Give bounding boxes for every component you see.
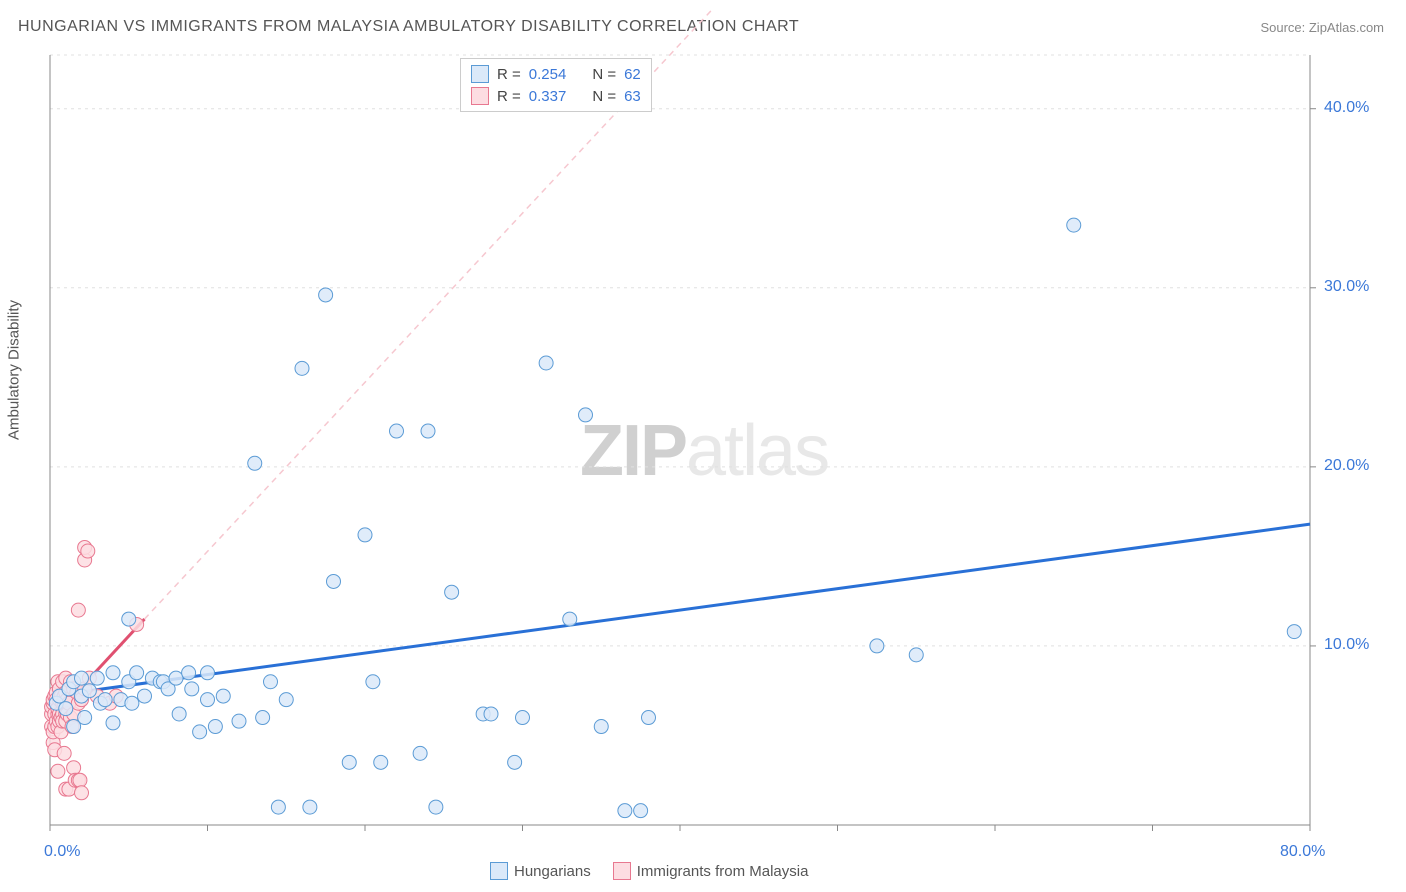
r-label: R = [497,66,521,83]
legend-item-malaysia: Immigrants from Malaysia [613,862,809,880]
scatter-plot [0,0,1406,892]
swatch-pink-icon [613,862,631,880]
legend-correlation: R = 0.254 N = 62 R = 0.337 N = 63 [460,58,652,112]
n-value: 63 [624,88,641,105]
x-tick-label: 0.0% [44,843,80,861]
legend-row-blue: R = 0.254 N = 62 [471,63,641,85]
swatch-blue-icon [471,65,489,83]
legend-item-hungarians: Hungarians [490,862,591,880]
y-tick-label: 30.0% [1324,278,1369,296]
chart-container: HUNGARIAN VS IMMIGRANTS FROM MALAYSIA AM… [0,0,1406,892]
legend-label: Immigrants from Malaysia [637,863,809,880]
legend-series: Hungarians Immigrants from Malaysia [490,862,808,880]
r-value: 0.337 [529,88,567,105]
swatch-pink-icon [471,87,489,105]
swatch-blue-icon [490,862,508,880]
n-label: N = [592,88,616,105]
r-label: R = [497,88,521,105]
r-value: 0.254 [529,66,567,83]
y-tick-label: 10.0% [1324,636,1369,654]
y-tick-label: 40.0% [1324,99,1369,117]
x-tick-label: 80.0% [1280,843,1325,861]
n-value: 62 [624,66,641,83]
y-tick-label: 20.0% [1324,457,1369,475]
n-label: N = [592,66,616,83]
legend-row-pink: R = 0.337 N = 63 [471,85,641,107]
legend-label: Hungarians [514,863,591,880]
